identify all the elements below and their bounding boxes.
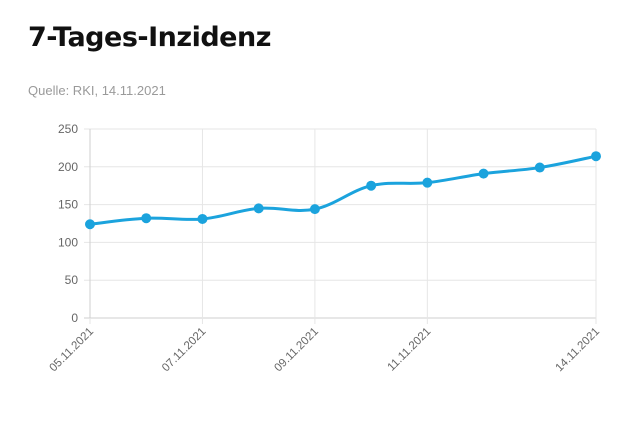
data-point xyxy=(478,168,489,179)
data-point xyxy=(85,219,95,230)
y-tick-label: 0 xyxy=(71,311,78,325)
data-point xyxy=(253,203,264,214)
data-point xyxy=(141,213,152,224)
x-tick-label: 14.11.2021 xyxy=(554,326,603,375)
data-point xyxy=(366,180,377,191)
y-tick-label: 200 xyxy=(58,160,78,174)
data-point xyxy=(197,213,208,224)
x-tick-label: 11.11.2021 xyxy=(385,326,433,374)
data-point xyxy=(534,162,545,173)
data-point xyxy=(422,177,433,188)
x-tick-label: 05.11.2021 xyxy=(48,326,97,375)
source-note: Quelle: RKI, 14.11.2021 xyxy=(28,83,166,98)
y-tick-label: 100 xyxy=(58,235,78,249)
y-tick-label: 250 xyxy=(58,122,78,136)
y-tick-label: 50 xyxy=(65,273,79,287)
series-line xyxy=(89,154,597,226)
data-point xyxy=(309,204,320,215)
chart-title: 7-Tages-Inzidenz xyxy=(28,22,271,53)
data-point xyxy=(591,151,601,162)
y-tick-label: 150 xyxy=(58,198,78,212)
x-tick-label: 07.11.2021 xyxy=(160,326,209,375)
x-tick-label: 09.11.2021 xyxy=(272,326,321,375)
